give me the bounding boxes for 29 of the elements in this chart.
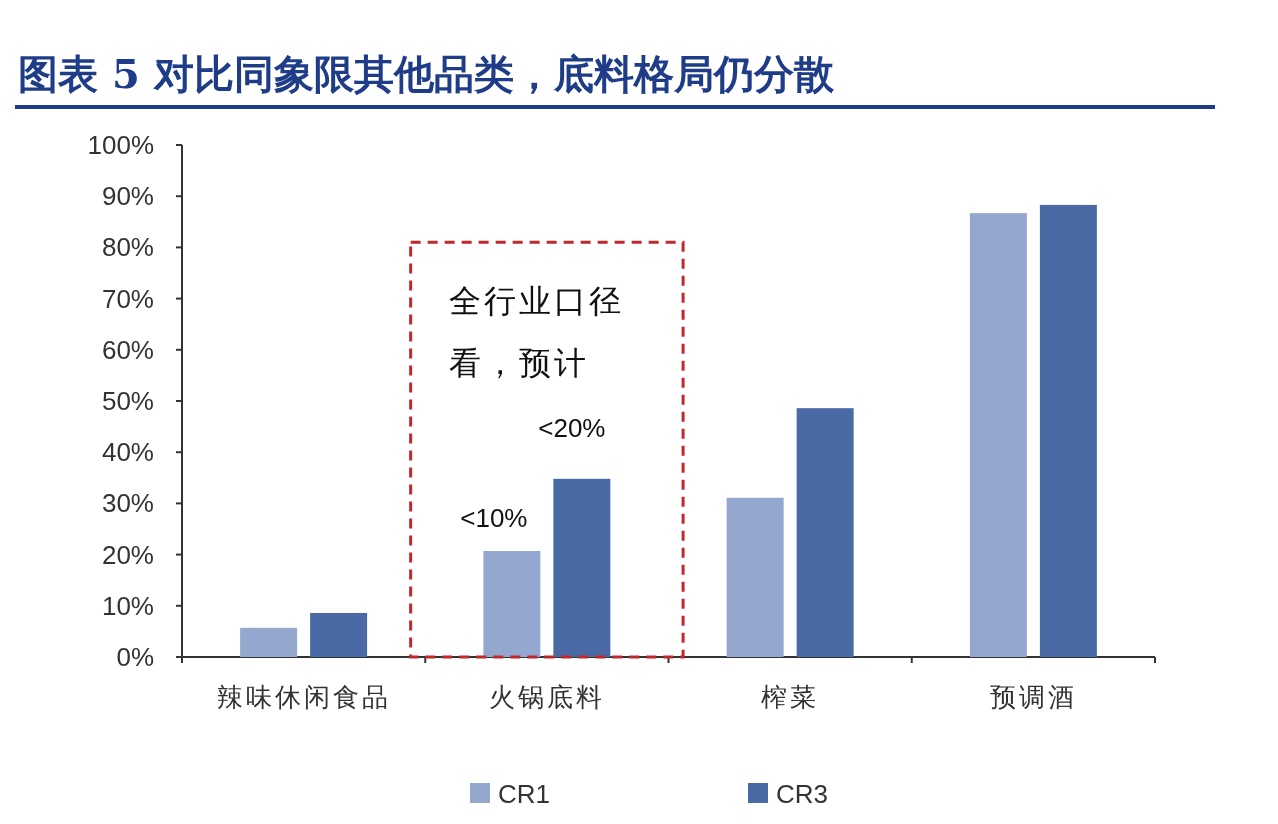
annotation: <20% [538,412,606,443]
bar [726,497,784,657]
x-tick-label: 预调酒 [989,682,1077,712]
x-tick-label: 辣味休闲食品 [216,682,391,712]
bar [796,408,854,657]
y-tick-label: 0% [116,642,154,672]
y-tick-label: 80% [101,232,154,263]
y-tick-label: 50% [101,386,154,416]
y-tick-label: 40% [101,437,154,468]
bar [969,213,1027,657]
bar [553,478,611,657]
y-tick-label: 100% [87,130,154,160]
bar [310,612,368,657]
chart-title: 图表 5 对比同象限其他品类，底料格局仍分散 [18,50,835,97]
legend-label: CR3 [776,779,829,809]
bar [240,627,298,657]
y-tick-label: 10% [101,590,154,621]
x-tick-label: 榨菜 [761,682,820,712]
y-tick-label: 70% [101,283,154,314]
x-tick-label: 火锅底料 [488,682,605,712]
annotation: 全行业口径看，预计 [448,281,625,385]
y-tick-label: 20% [101,539,154,570]
y-tick-label: 30% [101,488,154,519]
y-tick-label: 60% [101,334,154,365]
bar [483,551,541,657]
legend-label: CR1 [498,779,551,809]
y-tick-label: 90% [101,181,154,212]
annotation: <10% [460,503,528,534]
bar [1039,204,1097,657]
